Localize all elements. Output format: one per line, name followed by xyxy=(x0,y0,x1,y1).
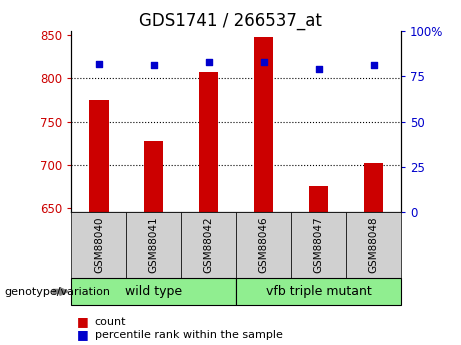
Text: GSM88048: GSM88048 xyxy=(369,217,378,273)
Text: percentile rank within the sample: percentile rank within the sample xyxy=(95,330,283,339)
Bar xyxy=(199,71,219,212)
Text: GSM88046: GSM88046 xyxy=(259,217,269,273)
Point xyxy=(205,59,213,65)
Text: vfb triple mutant: vfb triple mutant xyxy=(266,285,372,298)
Text: GSM88047: GSM88047 xyxy=(313,217,324,273)
Bar xyxy=(364,163,383,212)
Point xyxy=(95,61,103,67)
Text: genotype/variation: genotype/variation xyxy=(5,287,111,296)
Text: GDS1741 / 266537_at: GDS1741 / 266537_at xyxy=(139,12,322,30)
Text: ■: ■ xyxy=(77,328,89,341)
Point xyxy=(315,66,322,72)
Bar xyxy=(309,186,328,212)
Bar xyxy=(89,100,108,212)
Point xyxy=(150,63,158,68)
Text: count: count xyxy=(95,317,126,326)
Bar xyxy=(254,37,273,212)
Point xyxy=(260,59,267,65)
Text: ■: ■ xyxy=(77,315,89,328)
Text: GSM88041: GSM88041 xyxy=(149,217,159,273)
Bar xyxy=(144,141,164,212)
Text: GSM88040: GSM88040 xyxy=(94,217,104,273)
Point xyxy=(370,63,377,68)
Text: wild type: wild type xyxy=(125,285,183,298)
Text: GSM88042: GSM88042 xyxy=(204,217,214,273)
